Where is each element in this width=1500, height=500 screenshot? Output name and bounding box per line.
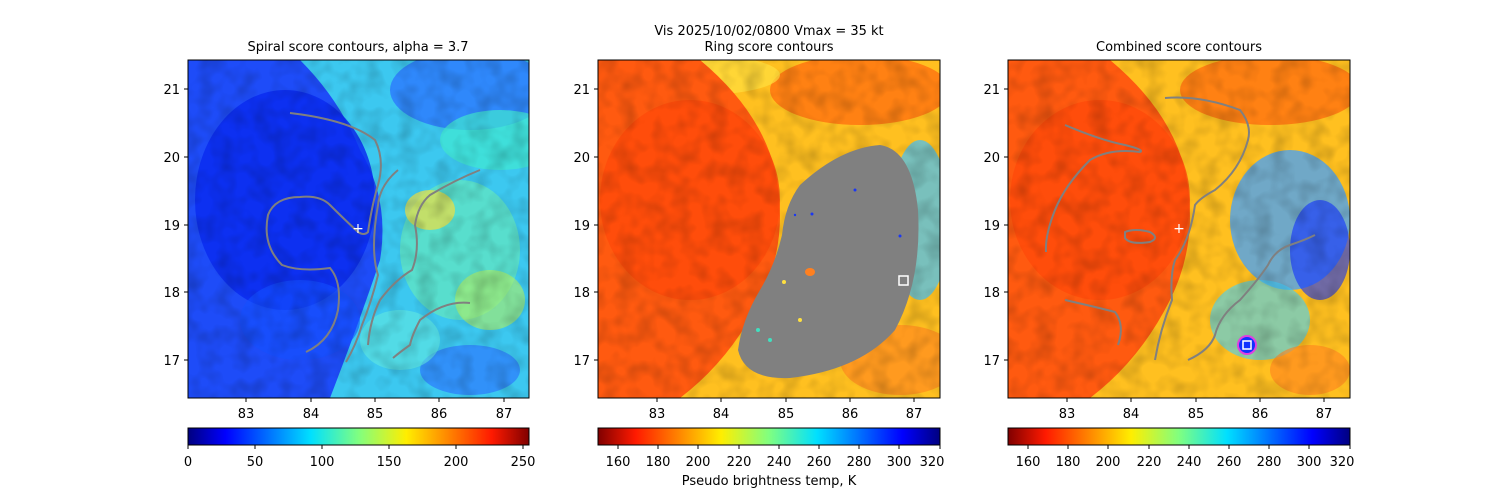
panel-spiral-x-tick-label: 85 [367, 407, 384, 422]
panel-ring-image [598, 60, 940, 398]
panel-ring-center-marker [898, 275, 909, 286]
panel-spiral-y-tick-label: 17 [163, 354, 180, 369]
panel-combined-best-ring [1237, 335, 1257, 355]
panel-ring-y-ticks: 17 18 19 20 21 [573, 83, 598, 369]
panel-ring-y-tick-label: 20 [573, 151, 590, 166]
panel-spiral-x-tick-label: 83 [238, 407, 255, 422]
panel-combined-colorbar-tick-label: 160 [1016, 455, 1041, 470]
panel-combined-y-ticks: 17 18 19 20 21 [983, 83, 1008, 369]
panel-ring-colorbar-tick-label: 300 [887, 455, 912, 470]
panel-ring-x-ticks: 83 84 85 86 87 [649, 398, 923, 422]
panel-combined-image [1008, 60, 1350, 398]
panel-combined-colorbar-tick-label: 220 [1137, 455, 1162, 470]
panel-spiral-frame [187, 59, 530, 399]
panel-spiral-y-tick-label: 18 [163, 286, 180, 301]
panel-ring-colorbar-tick-label: 320 [920, 455, 945, 470]
panel-ring-frame [597, 59, 941, 399]
panel-combined-colorbar [1007, 427, 1351, 446]
panel-ring-colorbar-tick-label: 180 [646, 455, 671, 470]
colorbar-label: Pseudo brightness temp, K [682, 474, 857, 489]
panel-ring-colorbar-tick-label: 260 [807, 455, 832, 470]
panel-spiral-y-tick-label: 19 [163, 219, 180, 234]
panel-ring-colorbar-ticks: 160 180 200 220 240 260 280 300 320 [606, 445, 945, 470]
panel-ring-colorbar-tick-label: 240 [767, 455, 792, 470]
panel-combined-colorbar-tick-label: 240 [1177, 455, 1202, 470]
panel-combined-frame [1007, 59, 1351, 399]
panel-spiral-colorbar-tick-label: 100 [310, 455, 335, 470]
panel-combined-y-tick-label: 17 [983, 354, 1000, 369]
panel-ring-y-tick-label: 19 [573, 219, 590, 234]
panel-ring-colorbar-tick-label: 200 [686, 455, 711, 470]
panel-ring-colorbar [597, 427, 941, 446]
panel-ring-x-tick-label: 83 [649, 407, 666, 422]
panel-spiral-x-tick-label: 87 [496, 407, 513, 422]
panel-ring: Ring score contours [573, 40, 945, 489]
panel-combined-x-tick-label: 83 [1059, 407, 1076, 422]
panel-combined-y-tick-label: 21 [983, 83, 1000, 98]
panel-ring-title: Ring score contours [704, 40, 833, 55]
panel-ring-colorbar-tick-label: 280 [847, 455, 872, 470]
panel-combined-colorbar-tick-label: 320 [1330, 455, 1355, 470]
panel-spiral-center-marker: + [352, 221, 364, 237]
panel-combined-center-marker: + [1173, 221, 1185, 237]
panel-ring-colorbar-tick-label: 160 [606, 455, 631, 470]
panel-combined-contours [1044, 96, 1316, 361]
panel-spiral-x-tick-label: 84 [303, 407, 320, 422]
panel-spiral-x-tick-label: 86 [431, 407, 448, 422]
panel-combined-colorbar-tick-label: 280 [1257, 455, 1282, 470]
panel-spiral-colorbar-tick-label: 250 [511, 455, 536, 470]
panel-spiral-y-ticks: 17 18 19 20 21 [163, 83, 188, 369]
panel-ring-x-tick-label: 85 [778, 407, 795, 422]
panel-ring-y-tick-label: 21 [573, 83, 590, 98]
panel-combined-title: Combined score contours [1096, 40, 1262, 55]
figure-suptitle: Vis 2025/10/02/0800 Vmax = 35 kt [654, 24, 883, 39]
panel-ring-contour-region [738, 145, 919, 379]
panel-spiral-colorbar-ticks: 0 50 100 150 200 250 [184, 445, 536, 470]
panel-combined-y-tick-label: 18 [983, 286, 1000, 301]
panel-combined-colorbar-tick-label: 300 [1297, 455, 1322, 470]
panel-spiral-x-ticks: 83 84 85 86 87 [238, 398, 513, 422]
panel-combined-x-ticks: 83 84 85 86 87 [1059, 398, 1333, 422]
panel-spiral-y-tick-label: 20 [163, 151, 180, 166]
panel-combined-x-tick-label: 84 [1123, 407, 1140, 422]
panel-ring-colorbar-tick-label: 220 [727, 455, 752, 470]
panel-combined-x-tick-label: 87 [1316, 407, 1333, 422]
panel-spiral-colorbar [187, 427, 530, 446]
panel-spiral-title: Spiral score contours, alpha = 3.7 [247, 40, 468, 55]
panel-spiral: Spiral score contours, alpha = 3.7 [163, 40, 536, 470]
panel-combined-colorbar-ticks: 160 180 200 220 240 260 280 300 320 [1016, 445, 1355, 470]
panel-combined-best-marker [1242, 340, 1252, 350]
panel-combined-y-tick-label: 19 [983, 219, 1000, 234]
panel-ring-x-tick-label: 86 [842, 407, 859, 422]
panel-combined: Combined score contours + [983, 40, 1355, 470]
panel-spiral-colorbar-tick-label: 50 [247, 455, 264, 470]
panel-spiral-colorbar-tick-label: 0 [184, 455, 192, 470]
panel-combined-y-tick-label: 20 [983, 151, 1000, 166]
panel-spiral-contours [265, 112, 481, 363]
panel-combined-colorbar-tick-label: 180 [1056, 455, 1081, 470]
panel-combined-x-tick-label: 86 [1252, 407, 1269, 422]
panel-spiral-image [188, 60, 529, 398]
panel-ring-y-tick-label: 17 [573, 354, 590, 369]
panel-ring-x-tick-label: 87 [906, 407, 923, 422]
panel-ring-x-tick-label: 84 [713, 407, 730, 422]
panel-spiral-y-tick-label: 21 [163, 83, 180, 98]
panel-combined-colorbar-tick-label: 260 [1217, 455, 1242, 470]
panel-spiral-colorbar-tick-label: 150 [377, 455, 402, 470]
panel-ring-y-tick-label: 18 [573, 286, 590, 301]
panel-spiral-colorbar-tick-label: 200 [444, 455, 469, 470]
panel-combined-x-tick-label: 85 [1188, 407, 1205, 422]
panel-combined-colorbar-tick-label: 200 [1096, 455, 1121, 470]
